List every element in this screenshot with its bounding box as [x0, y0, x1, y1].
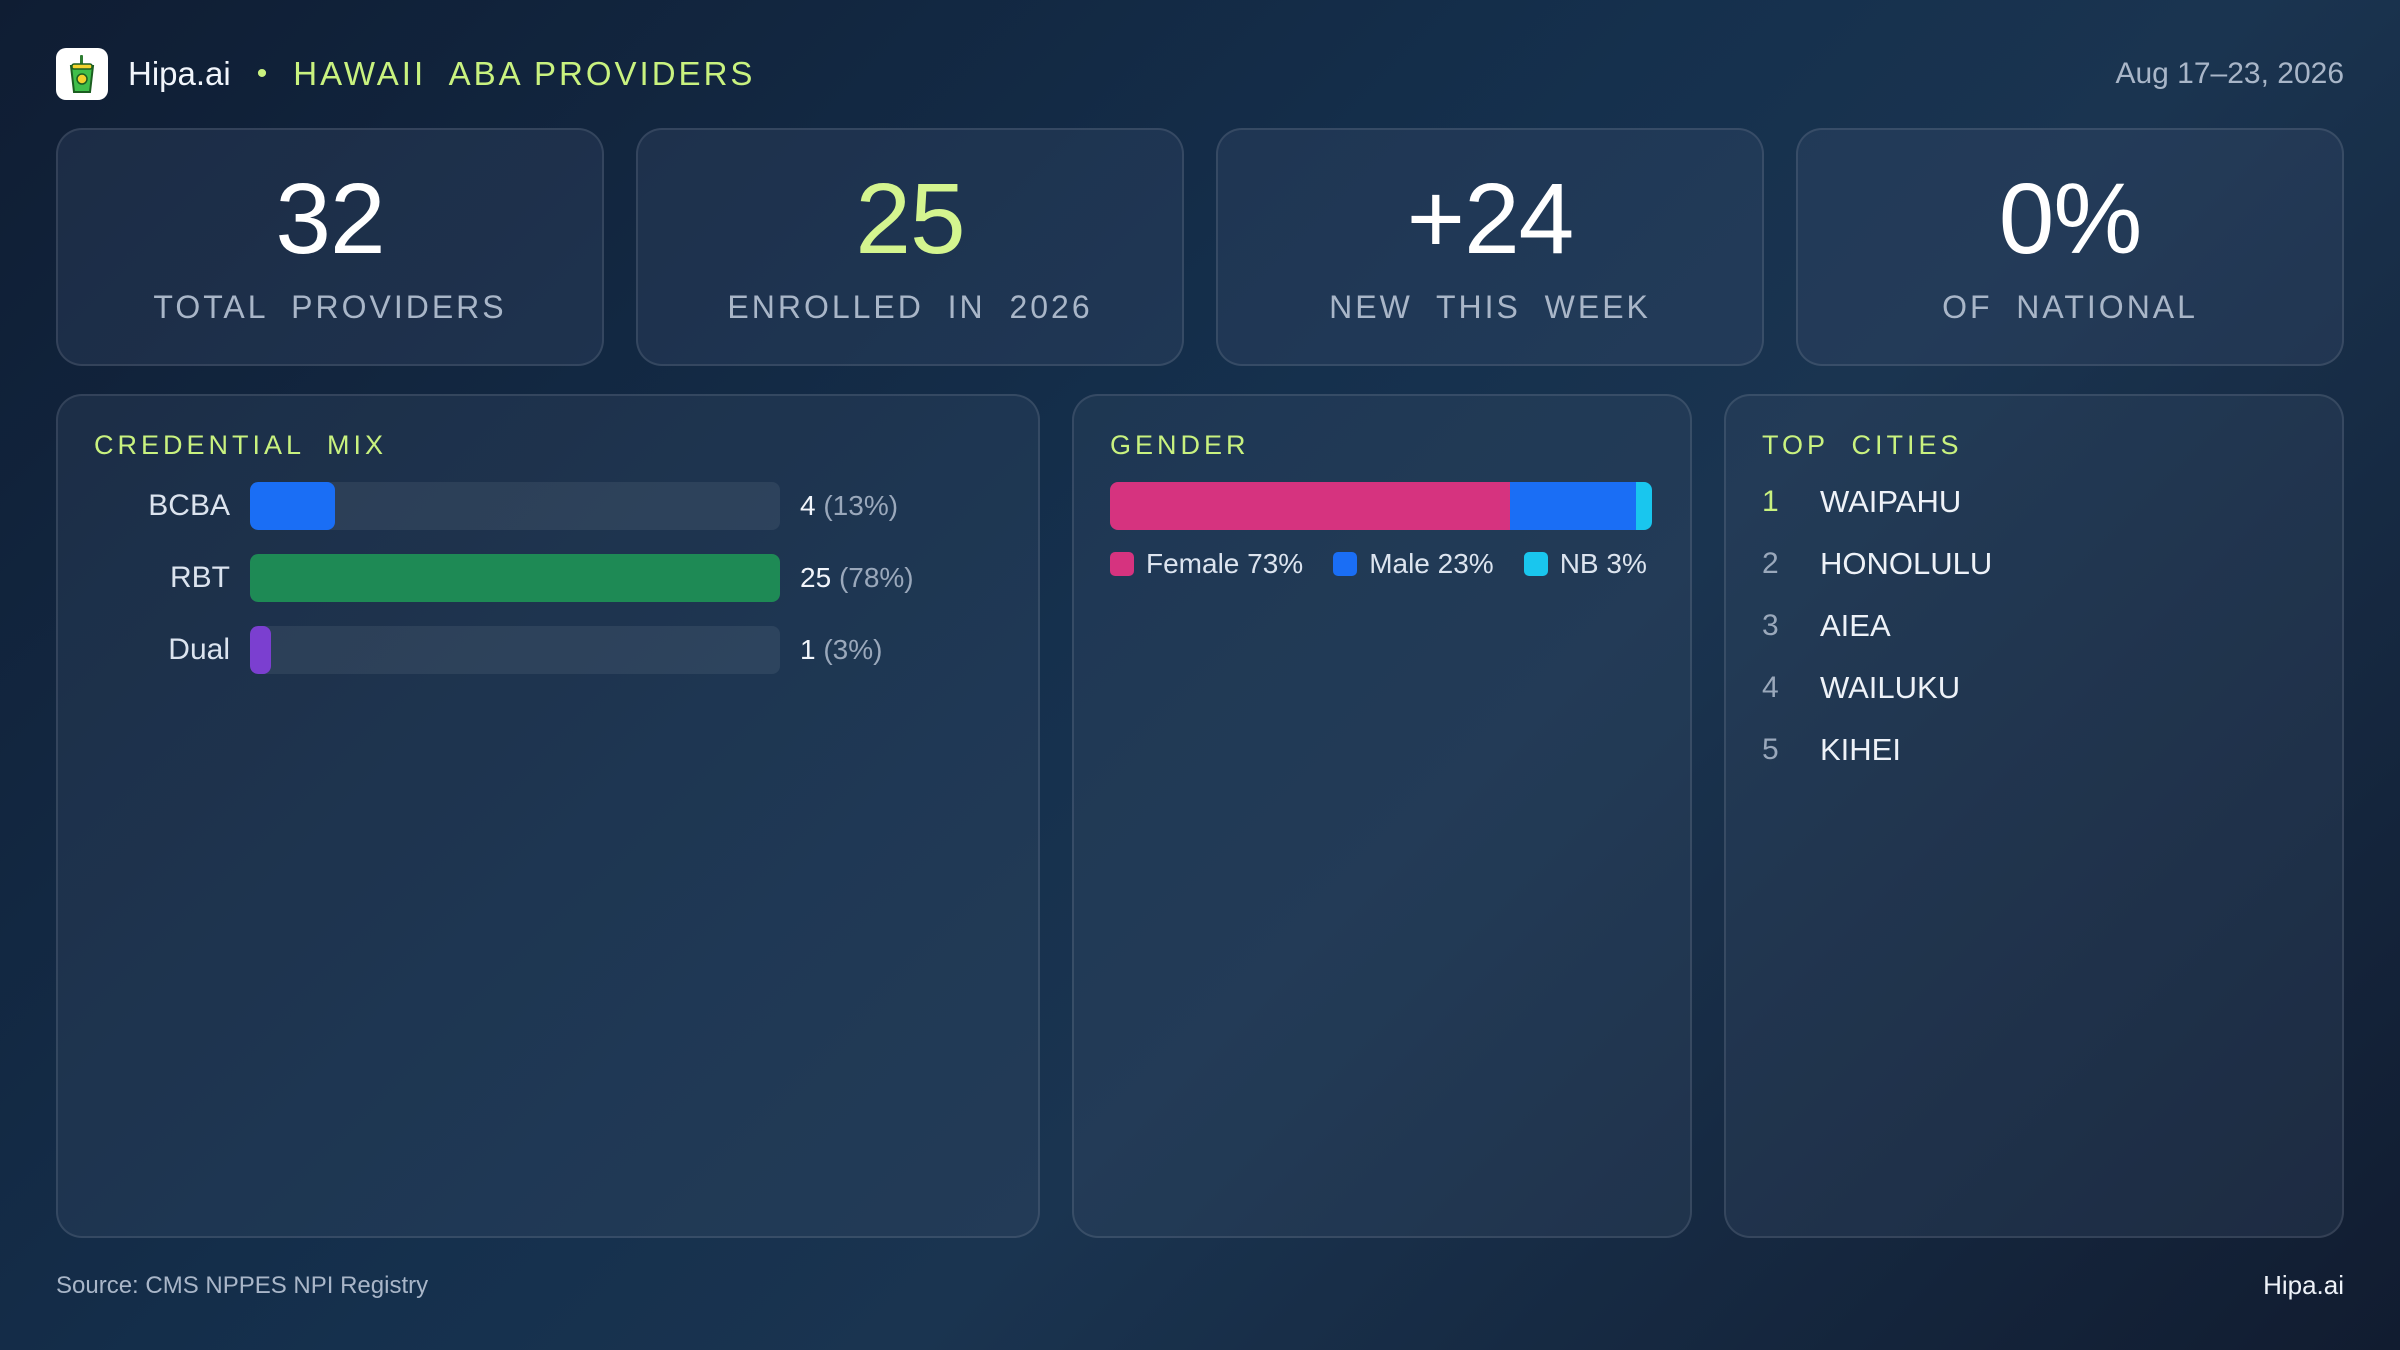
city-rank: 2	[1762, 547, 1779, 580]
kpi-label: TOTAL PROVIDERS	[153, 288, 507, 325]
legend-swatch	[1523, 552, 1548, 576]
kpi-row: 32 TOTAL PROVIDERS 25 ENROLLED IN 2026 +…	[56, 128, 2344, 366]
header: Hipa.ai • HAWAII ABA PROVIDERS Aug 17–23…	[56, 46, 2344, 102]
city-name: WAIPAHU	[1820, 484, 1962, 519]
credential-percent: (3%)	[823, 634, 883, 665]
title-separator: •	[256, 57, 268, 90]
legend-item-male: Male 23%	[1333, 548, 1494, 580]
city-rank: 1	[1762, 485, 1779, 518]
kpi-card-enrolled: 25 ENROLLED IN 2026	[636, 128, 1184, 366]
credential-track	[250, 482, 780, 530]
city-name: AIEA	[1820, 608, 1891, 643]
city-item: 5 KIHEI	[1762, 728, 1901, 772]
credential-count: 4	[800, 490, 816, 521]
brand-name: Hipa.ai	[128, 55, 231, 92]
city-name: HONOLULU	[1820, 546, 1993, 581]
footer-brand: Hipa.ai	[2263, 1270, 2344, 1300]
city-rank: 3	[1762, 609, 1779, 642]
credential-row-dual: Dual 1 (3%)	[94, 626, 882, 674]
credential-value: 4 (13%)	[800, 490, 898, 522]
credential-track	[250, 554, 780, 602]
kpi-label: NEW THIS WEEK	[1329, 288, 1651, 325]
panel-title: CREDENTIAL MIX	[94, 430, 388, 460]
credential-mix-panel: CREDENTIAL MIX BCBA 4 (13%) RBT 25 (78%)…	[56, 394, 1040, 1238]
kpi-card-new-this-week: +24 NEW THIS WEEK	[1216, 128, 1764, 366]
legend-label: Male 23%	[1369, 548, 1494, 579]
legend-swatch	[1333, 552, 1358, 576]
gender-panel: GENDER Female 73% Male 23% NB 3%	[1072, 394, 1692, 1238]
legend-item-female: Female 73%	[1110, 548, 1303, 580]
credential-percent: (13%)	[823, 490, 899, 521]
source-note: Source: CMS NPPES NPI Registry	[56, 1272, 429, 1299]
credential-row-rbt: RBT 25 (78%)	[94, 554, 914, 602]
credential-bar	[250, 482, 335, 530]
kpi-value: +24	[1406, 162, 1575, 275]
credential-value: 25 (78%)	[800, 562, 914, 594]
kpi-card-total-providers: 32 TOTAL PROVIDERS	[56, 128, 604, 366]
legend-item-nb: NB 3%	[1523, 548, 1647, 580]
legend-label: NB 3%	[1559, 548, 1647, 579]
gender-stacked-bar	[1110, 482, 1652, 530]
kpi-value: 0%	[1998, 162, 2143, 275]
city-item: 4 WAILUKU	[1762, 666, 1960, 710]
gender-segment-female	[1110, 482, 1510, 530]
credential-count: 25	[800, 562, 832, 593]
credential-label: RBT	[170, 561, 230, 594]
gender-legend: Female 73% Male 23% NB 3%	[1110, 548, 1647, 580]
city-name: WAILUKU	[1820, 670, 1961, 705]
credential-label: BCBA	[148, 489, 230, 522]
gender-segment-nb	[1635, 482, 1652, 530]
legend-swatch	[1110, 552, 1134, 576]
top-cities-panel: TOP CITIES 1 WAIPAHU 2 HONOLULU 3 AIEA 4…	[1724, 394, 2344, 1238]
city-name: KIHEI	[1820, 732, 1901, 767]
panel-title: TOP CITIES	[1762, 430, 1963, 460]
credential-value: 1 (3%)	[800, 634, 882, 666]
drink-cup-icon	[69, 55, 95, 93]
city-item: 3 AIEA	[1762, 604, 1891, 648]
kpi-label: ENROLLED IN 2026	[727, 288, 1093, 325]
kpi-card-of-national: 0% OF NATIONAL	[1796, 128, 2344, 366]
kpi-value: 32	[275, 162, 385, 275]
city-rank: 4	[1762, 671, 1779, 704]
credential-label: Dual	[168, 633, 230, 666]
credential-bar	[250, 626, 272, 674]
credential-count: 1	[800, 634, 816, 665]
page-title: HAWAII ABA PROVIDERS	[293, 55, 756, 92]
city-item: 1 WAIPAHU	[1762, 480, 1961, 524]
legend-label: Female 73%	[1146, 548, 1304, 579]
gender-segment-male	[1509, 482, 1636, 530]
credential-percent: (78%)	[838, 562, 914, 593]
credential-track	[250, 626, 780, 674]
credential-row-bcba: BCBA 4 (13%)	[94, 482, 898, 530]
kpi-value: 25	[855, 162, 965, 275]
city-item: 2 HONOLULU	[1762, 542, 1992, 586]
app-logo	[56, 48, 108, 100]
panel-title: GENDER	[1110, 430, 1250, 460]
credential-bar	[250, 554, 780, 602]
city-rank: 5	[1762, 733, 1779, 766]
kpi-label: OF NATIONAL	[1942, 288, 2198, 325]
date-range: Aug 17–23, 2026	[2115, 57, 2344, 90]
